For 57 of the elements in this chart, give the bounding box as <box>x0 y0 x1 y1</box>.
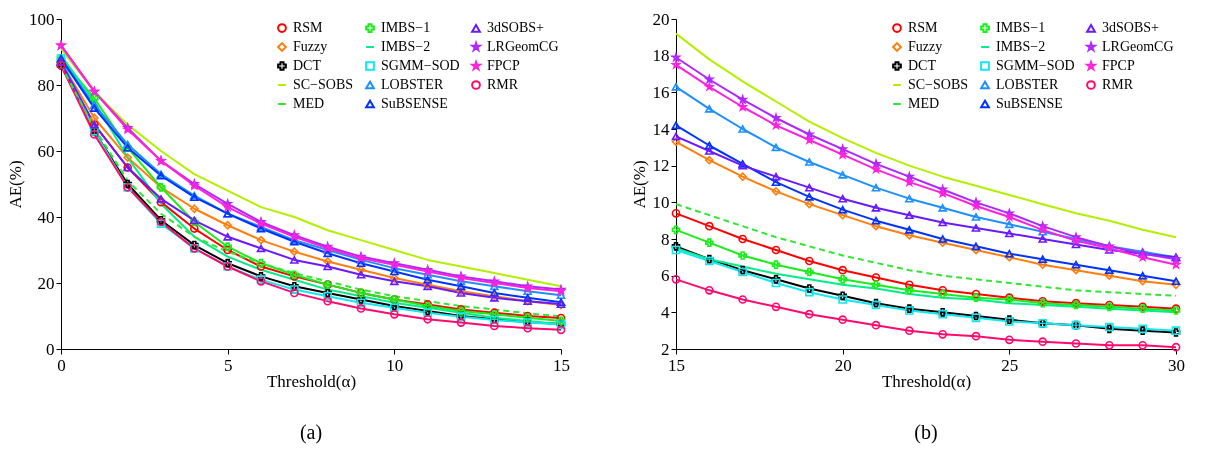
text: (b) <box>914 421 938 444</box>
x-tick-label: 30 <box>1168 355 1185 375</box>
legend-label: LRGeomCG <box>1102 39 1174 54</box>
y-tick-label: 20 <box>37 273 55 293</box>
text: (a) <box>299 421 323 444</box>
legend-label: FPCP <box>1102 58 1135 73</box>
legend-label: LOBSTER <box>381 77 444 92</box>
legend-label: LOBSTER <box>996 77 1059 92</box>
legend-label: SuBSENSE <box>996 96 1063 111</box>
legend-label: DCT <box>908 58 937 73</box>
legend-label: DCT <box>293 58 322 73</box>
y-tick-label: 18 <box>652 46 670 66</box>
legend-label: RSM <box>293 20 324 36</box>
legend-label: MED <box>908 96 940 111</box>
legend-label: 3dSOBS+ <box>487 20 545 36</box>
legend-label: 3dSOBS+ <box>1102 20 1160 36</box>
y-tick-label: 4 <box>661 302 670 322</box>
x-tick-label: 15 <box>668 355 685 375</box>
y-tick-label: 2 <box>661 339 670 359</box>
y-axis-title: AE(%) <box>629 160 649 209</box>
x-tick-label: 20 <box>834 355 852 375</box>
legend-label: Fuzzy <box>293 39 328 54</box>
y-tick-label: 40 <box>37 207 55 227</box>
legend-label: SC−SOBS <box>908 77 969 92</box>
x-axis-title: Threshold(α) <box>881 371 972 391</box>
legend-label: Fuzzy <box>908 39 943 54</box>
legend-label: LRGeomCG <box>487 39 559 54</box>
legend-label: IMBS−2 <box>996 39 1046 54</box>
y-tick-label: 10 <box>652 192 670 212</box>
x-tick-label: 5 <box>223 355 233 375</box>
legend-label: IMBS−1 <box>996 20 1046 36</box>
y-tick-label: 16 <box>652 82 670 102</box>
legend-label: RSM <box>908 20 939 36</box>
x-tick-label: 10 <box>386 355 404 375</box>
legend-label: SGMM−SOD <box>996 58 1075 73</box>
y-tick-label: 6 <box>661 266 670 286</box>
legend-label: IMBS−2 <box>381 39 431 54</box>
x-tick-label: 15 <box>553 355 570 375</box>
y-tick-label: 100 <box>29 9 55 29</box>
legend-label: FPCP <box>487 58 520 73</box>
y-tick-label: 8 <box>661 229 670 249</box>
legend-label: SGMM−SOD <box>381 58 460 73</box>
legend-label: IMBS−1 <box>381 20 431 36</box>
x-tick-label: 25 <box>1001 355 1019 375</box>
legend-label: MED <box>293 96 325 111</box>
y-axis-title: AE(%) <box>6 160 25 209</box>
y-tick-label: 12 <box>652 156 670 176</box>
legend-label: SC−SOBS <box>293 77 354 92</box>
y-tick-label: 20 <box>652 9 670 29</box>
y-tick-label: 0 <box>46 339 55 359</box>
x-axis-title: Threshold(α) <box>266 371 357 391</box>
legend-label: RMR <box>1102 77 1134 92</box>
y-tick-label: 80 <box>37 75 55 95</box>
legend-label: SuBSENSE <box>381 96 448 111</box>
y-tick-label: 60 <box>37 141 55 161</box>
y-tick-label: 14 <box>652 119 670 139</box>
legend-label: RMR <box>487 77 519 92</box>
